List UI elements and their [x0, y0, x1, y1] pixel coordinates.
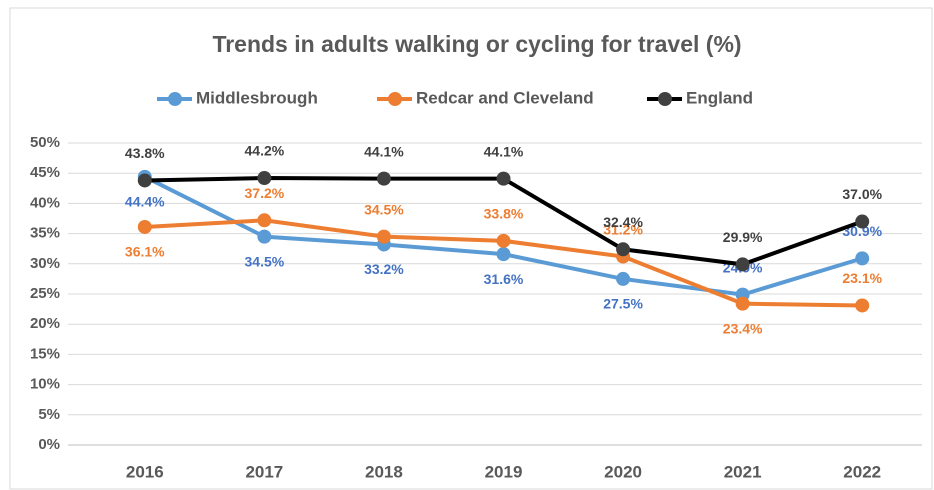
data-label: 33.8%: [484, 206, 524, 222]
legend-label: Middlesbrough: [196, 88, 318, 107]
data-label: 23.1%: [842, 270, 882, 286]
data-label: 33.2%: [364, 261, 404, 277]
data-label: 29.9%: [723, 229, 763, 245]
point: [735, 296, 750, 311]
y-tick-label: 15%: [30, 345, 60, 362]
data-label: 36.1%: [125, 244, 165, 260]
y-tick-label: 0%: [38, 436, 60, 453]
legend-marker: [658, 92, 672, 106]
x-tick-label: 2022: [843, 462, 881, 481]
data-label: 37.0%: [842, 186, 882, 202]
data-label: 44.1%: [484, 143, 524, 159]
point: [855, 251, 870, 266]
data-label: 31.2%: [603, 221, 643, 237]
point: [855, 214, 870, 229]
chart-title: Trends in adults walking or cycling for …: [212, 31, 741, 57]
y-tick-label: 50%: [30, 134, 60, 151]
y-tick-label: 40%: [30, 194, 60, 211]
y-tick-label: 35%: [30, 225, 60, 242]
data-label: 44.2%: [245, 143, 285, 159]
legend-marker: [388, 92, 402, 106]
x-tick-label: 2019: [485, 462, 523, 481]
point: [496, 233, 511, 248]
chart-border: [9, 7, 933, 490]
data-label: 43.8%: [125, 145, 165, 161]
point: [257, 171, 272, 186]
point: [376, 171, 391, 186]
data-label: 32.4%: [603, 214, 643, 230]
point: [616, 271, 631, 286]
y-tick-label: 5%: [38, 406, 60, 423]
x-tick-label: 2016: [126, 462, 164, 481]
point: [855, 298, 870, 313]
data-label: 44.4%: [125, 194, 165, 210]
x-tick-label: 2021: [724, 462, 762, 481]
x-tick-label: 2020: [604, 462, 642, 481]
point: [616, 242, 631, 257]
data-label: 31.6%: [484, 271, 524, 287]
x-tick-label: 2018: [365, 462, 403, 481]
data-label: 27.5%: [603, 296, 643, 312]
point: [376, 229, 391, 244]
data-label: 34.5%: [364, 201, 404, 217]
point: [137, 219, 152, 234]
point: [257, 213, 272, 228]
data-label: 37.2%: [245, 185, 285, 201]
data-label: 23.4%: [723, 320, 763, 336]
data-label: 44.1%: [364, 143, 404, 159]
point: [257, 229, 272, 244]
legend-label: Redcar and Cleveland: [416, 88, 594, 107]
data-label: 34.5%: [245, 253, 285, 269]
legend-marker: [168, 92, 182, 106]
x-tick-label: 2017: [245, 462, 283, 481]
point: [496, 247, 511, 262]
y-tick-label: 20%: [30, 315, 60, 332]
point: [735, 257, 750, 272]
point: [496, 171, 511, 186]
point: [137, 173, 152, 188]
y-tick-label: 30%: [30, 255, 60, 272]
y-tick-label: 25%: [30, 285, 60, 302]
y-tick-label: 45%: [30, 164, 60, 181]
y-tick-label: 10%: [30, 376, 60, 393]
legend-label: England: [686, 88, 753, 107]
